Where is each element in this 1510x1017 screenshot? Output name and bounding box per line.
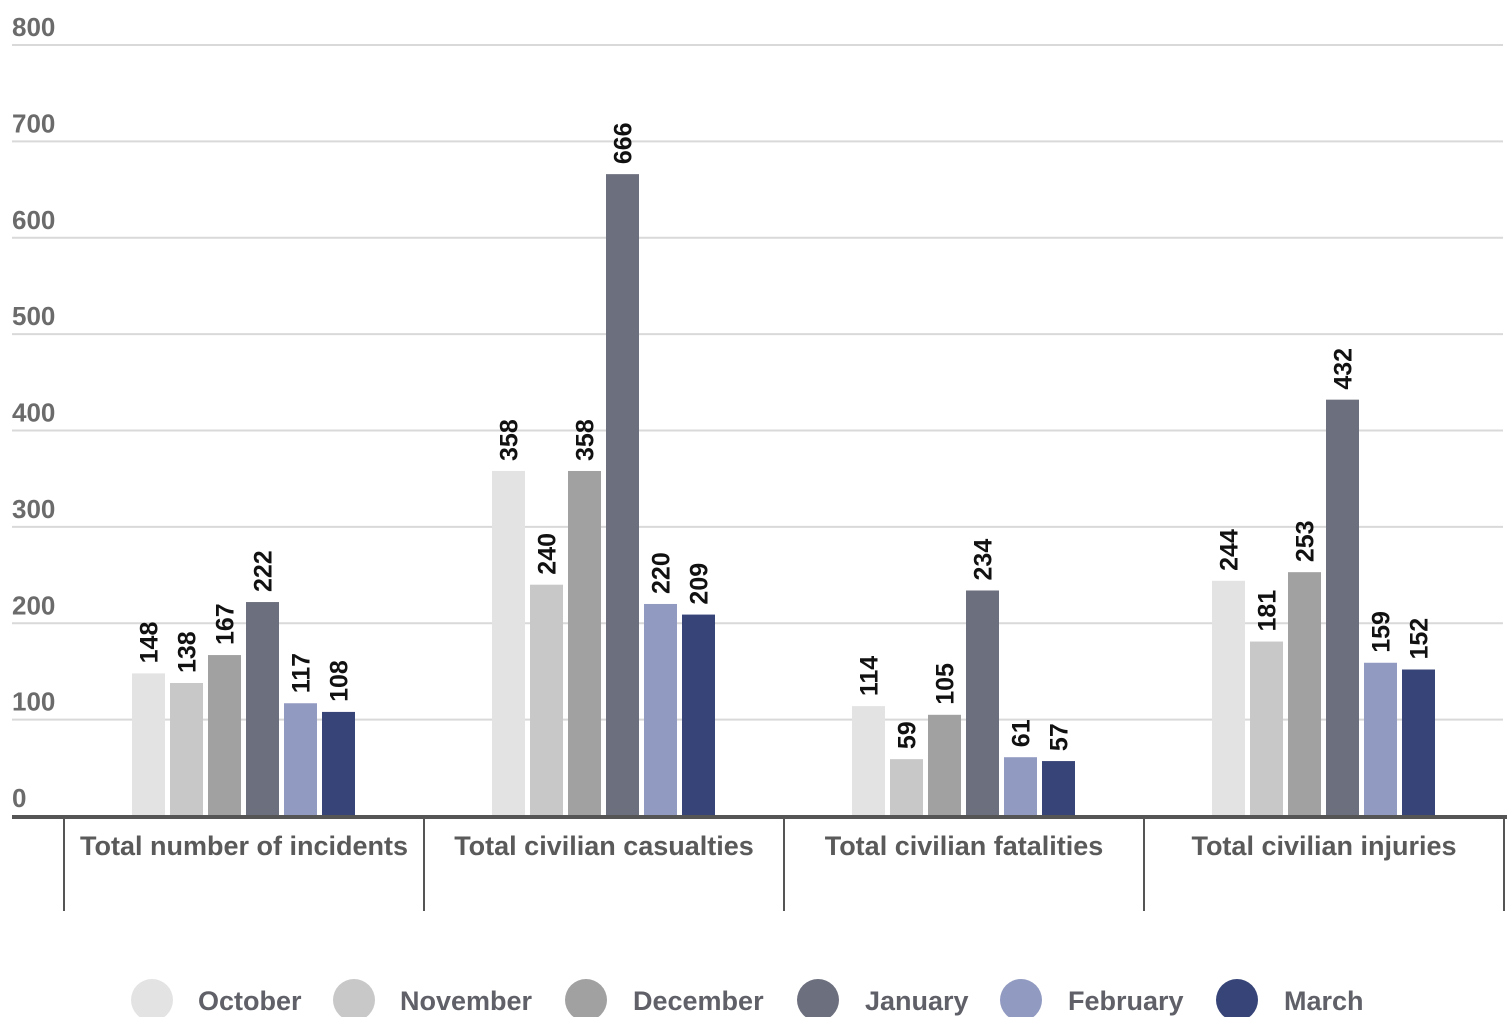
bar: [492, 470, 525, 816]
bar: [966, 590, 999, 816]
bar: [928, 714, 961, 816]
x-category-label: Total number of incidents: [80, 831, 408, 861]
data-label: 105: [932, 663, 960, 705]
y-tick-label: 400: [12, 398, 55, 428]
y-tick-label: 500: [12, 301, 55, 331]
data-label: 432: [1330, 348, 1358, 390]
legend-swatch: [1216, 979, 1258, 1017]
legend-swatch: [797, 979, 839, 1017]
data-label: 244: [1216, 529, 1244, 571]
data-label: 138: [174, 631, 202, 673]
bar: [1042, 761, 1075, 816]
data-label: 240: [534, 533, 562, 575]
bar: [1250, 641, 1283, 816]
y-tick-label: 800: [12, 12, 55, 42]
bar: [284, 703, 317, 816]
x-axis-categories: Total number of incidents Total civilian …: [80, 831, 1457, 861]
data-label: 167: [212, 603, 240, 645]
legend-label: November: [400, 986, 533, 1016]
bar: [246, 602, 279, 816]
bars: [132, 174, 1435, 816]
legend-item: November: [333, 979, 533, 1017]
data-labels: 148 138 167 222 117 108 358 240 358 666 220 209 114 5…: [136, 122, 1434, 751]
data-label: 148: [136, 622, 164, 664]
data-label: 666: [610, 122, 638, 164]
bar: [1288, 572, 1321, 816]
y-tick-label: 0: [12, 783, 26, 813]
bar: [322, 711, 355, 816]
data-label: 152: [1406, 618, 1434, 660]
y-tick-label: 600: [12, 205, 55, 235]
data-label: 159: [1368, 611, 1396, 653]
legend-label: December: [633, 986, 764, 1016]
data-label: 114: [856, 656, 884, 696]
bar: [132, 673, 165, 816]
y-axis-ticks: 0 100 200 300 400 500 600 700 800: [12, 12, 55, 813]
x-category-label: Total civilian fatalities: [825, 831, 1104, 861]
bar: [208, 655, 241, 816]
bar: [1402, 669, 1435, 816]
data-label: 57: [1046, 723, 1074, 751]
bar: [1212, 580, 1245, 816]
data-label: 209: [686, 563, 714, 605]
y-tick-label: 700: [12, 108, 55, 138]
bar: [1364, 662, 1397, 816]
data-label: 108: [326, 660, 354, 702]
legend: October November December January February Ma…: [131, 979, 1364, 1017]
bar: [606, 174, 639, 816]
bar: [890, 759, 923, 816]
data-label: 181: [1254, 590, 1282, 632]
bar: [644, 603, 677, 816]
bar: [1326, 399, 1359, 816]
bar: [1004, 757, 1037, 816]
data-label: 61: [1008, 719, 1036, 747]
data-label: 358: [572, 419, 600, 461]
x-axis: [12, 815, 1507, 911]
legend-swatch: [1000, 979, 1042, 1017]
x-category-label: Total civilian casualties: [454, 831, 754, 861]
legend-label: January: [865, 986, 969, 1016]
data-label: 220: [648, 552, 676, 594]
y-tick-label: 300: [12, 494, 55, 524]
legend-swatch: [131, 979, 173, 1017]
legend-swatch: [565, 979, 607, 1017]
data-label: 222: [250, 550, 278, 592]
legend-label: March: [1284, 986, 1364, 1016]
data-label: 59: [894, 721, 922, 749]
bar: [170, 683, 203, 816]
legend-item: January: [797, 979, 969, 1017]
data-label: 117: [288, 653, 316, 693]
legend-item: December: [565, 979, 764, 1017]
bar: [852, 706, 885, 816]
x-category-label: Total civilian injuries: [1191, 831, 1456, 861]
data-label: 358: [496, 419, 524, 461]
bar: [568, 470, 601, 816]
y-tick-label: 200: [12, 590, 55, 620]
legend-item: February: [1000, 979, 1184, 1017]
data-label: 253: [1292, 520, 1320, 562]
legend-label: October: [198, 986, 302, 1016]
legend-item: October: [131, 979, 302, 1017]
legend-item: March: [1216, 979, 1364, 1017]
y-tick-label: 100: [12, 687, 55, 717]
legend-swatch: [333, 979, 375, 1017]
bar: [530, 584, 563, 816]
bar: [682, 614, 715, 816]
data-label: 234: [970, 539, 998, 581]
legend-label: February: [1068, 986, 1184, 1016]
